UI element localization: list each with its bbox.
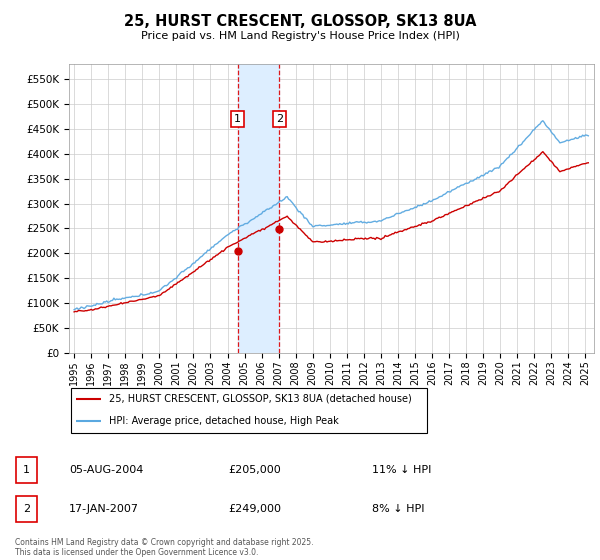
Text: 8% ↓ HPI: 8% ↓ HPI <box>372 504 425 514</box>
Text: 17-JAN-2007: 17-JAN-2007 <box>69 504 139 514</box>
Text: 25, HURST CRESCENT, GLOSSOP, SK13 8UA (detached house): 25, HURST CRESCENT, GLOSSOP, SK13 8UA (d… <box>109 394 412 404</box>
Text: 1: 1 <box>23 465 30 475</box>
Text: 11% ↓ HPI: 11% ↓ HPI <box>372 465 431 475</box>
FancyBboxPatch shape <box>16 457 37 483</box>
Text: 2: 2 <box>276 114 283 124</box>
Text: 2: 2 <box>23 504 30 514</box>
Text: 05-AUG-2004: 05-AUG-2004 <box>69 465 143 475</box>
FancyBboxPatch shape <box>71 388 427 432</box>
Text: 25, HURST CRESCENT, GLOSSOP, SK13 8UA: 25, HURST CRESCENT, GLOSSOP, SK13 8UA <box>124 14 476 29</box>
Text: HPI: Average price, detached house, High Peak: HPI: Average price, detached house, High… <box>109 416 338 426</box>
Text: Price paid vs. HM Land Registry's House Price Index (HPI): Price paid vs. HM Land Registry's House … <box>140 31 460 41</box>
Bar <box>238 64 280 353</box>
Text: £249,000: £249,000 <box>228 504 281 514</box>
Text: 1: 1 <box>234 114 241 124</box>
FancyBboxPatch shape <box>16 496 37 522</box>
Text: £205,000: £205,000 <box>228 465 281 475</box>
Text: Contains HM Land Registry data © Crown copyright and database right 2025.
This d: Contains HM Land Registry data © Crown c… <box>15 538 314 557</box>
